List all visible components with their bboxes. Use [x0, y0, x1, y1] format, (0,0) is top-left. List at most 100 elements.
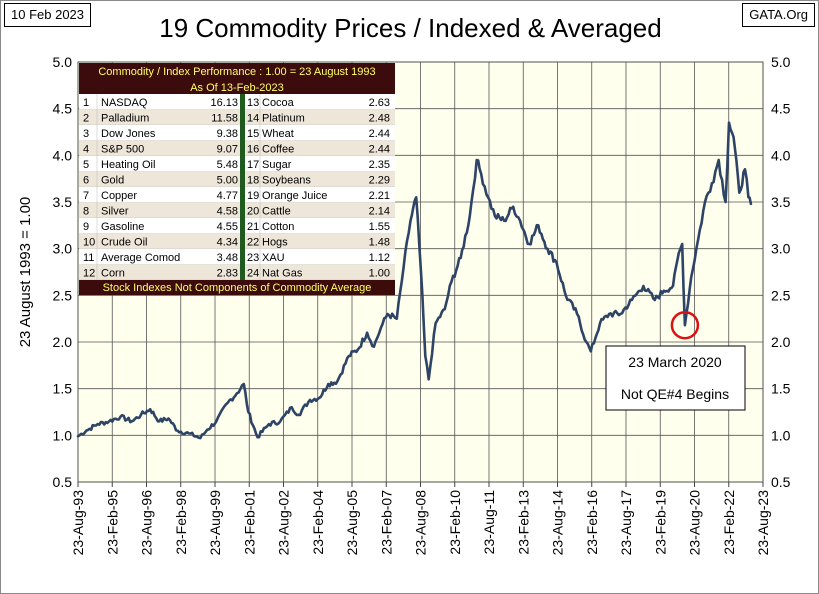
table-rank: 20: [247, 206, 259, 218]
table-name: NASDAQ: [101, 97, 148, 109]
table-rank: 11: [83, 252, 94, 264]
table-value: 4.34: [217, 237, 238, 249]
x-tick-label: 23-Feb-98: [173, 490, 189, 555]
y-tick-label-right: 1.5: [771, 381, 791, 397]
table-as-of: As Of 13-Feb-2023: [190, 82, 284, 94]
table-value: 16.13: [210, 97, 238, 109]
table-rank: 13: [247, 97, 259, 109]
table-value: 1.00: [369, 268, 390, 280]
table-name: Coffee: [262, 144, 294, 156]
table-value: 11.58: [211, 113, 238, 125]
table-value: 2.83: [217, 268, 238, 280]
x-axis: 23-Aug-93 23-Feb-95 23-Aug-96 23-Feb-98 23-A…: [70, 482, 771, 555]
table-value: 2.29: [369, 175, 390, 187]
x-tick-label: 23-Aug-05: [344, 490, 360, 556]
annotation-line-2: Not QE#4 Begins: [621, 386, 729, 402]
y-tick-label-right: 3.0: [771, 241, 791, 257]
x-tick-label: 23-Feb-19: [652, 490, 668, 555]
table-rank: 3: [83, 128, 89, 140]
x-tick-label: 23-Aug-93: [70, 490, 86, 556]
table-value: 3.48: [217, 252, 238, 264]
table-value: 2.63: [369, 97, 390, 109]
table-name: Gold: [101, 175, 124, 187]
table-value: 2.44: [369, 144, 390, 156]
table-name: Platinum: [262, 113, 305, 125]
table-name: Wheat: [262, 128, 294, 140]
y-tick-label: 5.0: [53, 54, 73, 70]
table-name: Sugar: [262, 159, 292, 171]
table-name: Cotton: [262, 221, 294, 233]
source-label: GATA.Org: [742, 3, 815, 27]
table-value: 2.48: [369, 113, 390, 125]
table-name: Crude Oil: [101, 237, 147, 249]
y-tick-label-right: 2.0: [771, 334, 791, 350]
chart-title: 19 Commodity Prices / Indexed & Averaged: [159, 13, 662, 43]
table-value: 1.12: [369, 252, 390, 264]
annotation-circle: [670, 310, 700, 340]
table-value: 5.48: [217, 159, 238, 171]
table-subheader-bg: [79, 79, 395, 94]
table-row-bg: [79, 218, 395, 234]
table-rank: 9: [83, 221, 89, 233]
table-value: 4.77: [217, 190, 238, 202]
table-rank: 22: [247, 237, 259, 249]
table-rank: 10: [83, 237, 95, 249]
table-value: 5.00: [217, 175, 238, 187]
x-tick-label: 23-Feb-07: [378, 490, 394, 555]
x-tick-label: 23-Aug-23: [755, 490, 771, 556]
x-tick-label: 23-Feb-01: [241, 490, 257, 555]
table-rank: 16: [247, 144, 259, 156]
y-tick-label-right: 2.5: [771, 287, 791, 303]
table-rank: 19: [247, 190, 259, 202]
x-tick-label: 23-Aug-14: [550, 490, 566, 556]
table-rank: 15: [247, 128, 259, 140]
table-rank: 1: [83, 97, 89, 109]
table-row-bg: [79, 187, 395, 203]
table-value: 2.44: [369, 128, 390, 140]
table-row-bg: [79, 156, 395, 172]
table-value: 1.48: [369, 237, 390, 249]
performance-table: Commodity / Index Performance : 1.00 = 2…: [79, 63, 395, 295]
table-rank: 23: [247, 252, 259, 264]
table-row-bg: [79, 202, 395, 218]
table-rank: 4: [83, 144, 89, 156]
x-tick-label: 23-Aug-08: [413, 490, 429, 556]
table-rank: 24: [247, 268, 259, 280]
table-row-bg: [79, 249, 395, 265]
table-value: 4.58: [217, 206, 238, 218]
y-tick-label: 1.0: [53, 427, 73, 443]
table-rank: 21: [247, 221, 259, 233]
x-tick-label: 23-Aug-96: [139, 490, 155, 556]
table-name: XAU: [262, 252, 285, 264]
table-footer: Stock Indexes Not Components of Commodit…: [103, 282, 372, 294]
y-tick-label: 2.0: [53, 334, 73, 350]
table-value: 9.38: [217, 128, 238, 140]
x-tick-label: 23-Aug-17: [618, 490, 634, 556]
table-name: Nat Gas: [262, 268, 303, 280]
table-name: Heating Oil: [101, 159, 155, 171]
table-name: Silver: [101, 206, 129, 218]
table-name: S&P 500: [101, 144, 144, 156]
table-row-bg: [79, 171, 395, 187]
table-row-bg: [79, 140, 395, 156]
table-value: 2.35: [369, 159, 390, 171]
y-axis-right: 0.5 1.0 1.5 2.0 2.5 3.0 3.5 4.0 4.5 5.0: [771, 54, 791, 490]
table-divider: [240, 94, 245, 280]
y-tick-label: 3.5: [53, 194, 73, 210]
table-footer-bg: [79, 280, 395, 295]
x-tick-label: 23-Feb-10: [447, 490, 463, 555]
x-tick-label: 23-Feb-13: [515, 490, 531, 555]
y-tick-label-right: 0.5: [771, 474, 791, 490]
table-row-bg: [79, 125, 395, 141]
annotation-line-1: 23 March 2020: [628, 354, 722, 370]
table-name: Dow Jones: [101, 128, 156, 140]
table-rank: 14: [247, 113, 259, 125]
table-row-bg: [79, 109, 395, 125]
y-tick-label: 4.5: [53, 101, 73, 117]
table-value: 2.14: [369, 206, 390, 218]
y-axis-label: 23 August 1993 = 1.00: [17, 197, 34, 348]
y-tick-label-right: 1.0: [771, 427, 791, 443]
y-tick-label: 4.0: [53, 147, 73, 163]
y-tick-label: 0.5: [53, 474, 73, 490]
table-header-title: Commodity / Index Performance : 1.00 = 2…: [98, 66, 375, 78]
